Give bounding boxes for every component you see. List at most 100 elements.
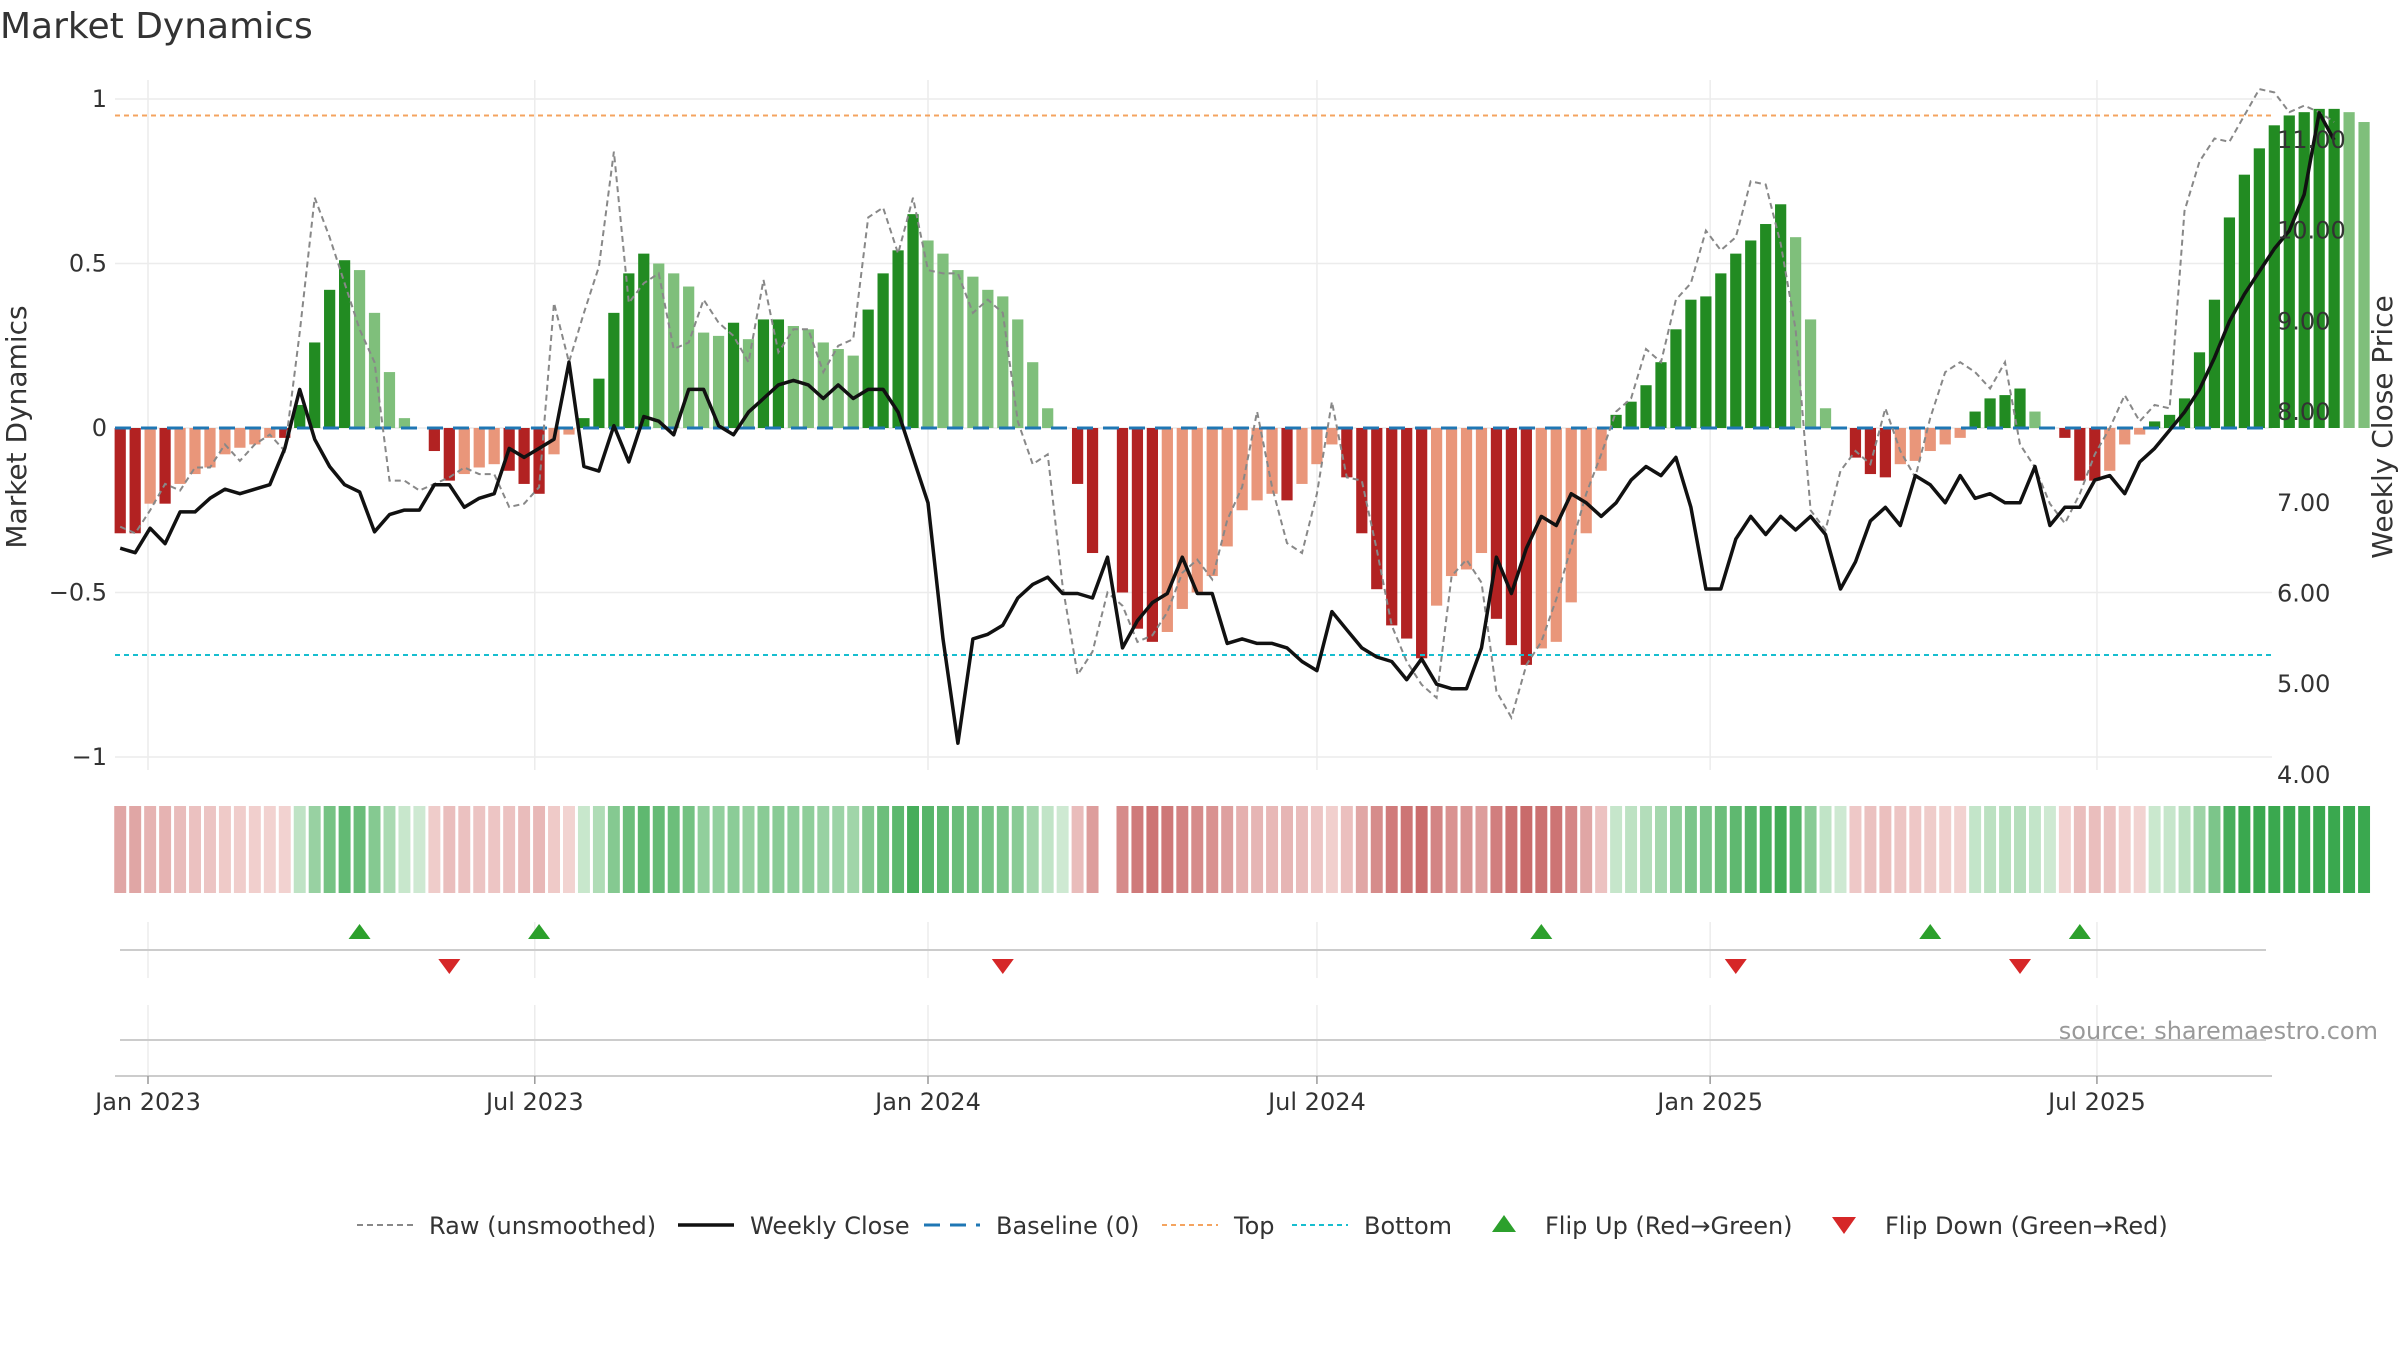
bar xyxy=(2014,388,2026,428)
bar xyxy=(1386,428,1398,626)
raw-line-layer xyxy=(119,87,2335,721)
strip-cell xyxy=(1849,806,1862,893)
strip-cell xyxy=(1131,806,1144,893)
y2-tick-label: 8.00 xyxy=(2277,398,2330,426)
bar xyxy=(1715,273,1727,428)
y-tick-label: −1 xyxy=(72,743,107,771)
bar xyxy=(1640,385,1652,428)
bar xyxy=(1236,428,1248,511)
legend-swatch xyxy=(1492,1215,1516,1232)
y-tick-label: −0.5 xyxy=(49,579,107,607)
strip-cell xyxy=(1924,806,1937,893)
bar xyxy=(1116,428,1129,593)
strip-cell xyxy=(1445,806,1458,893)
strip-cell xyxy=(533,806,546,893)
x-axis: Jan 2023 Jul 2023 Jan 2024 Jul 2024 Jan 2025… xyxy=(93,1075,2272,1116)
bar xyxy=(1460,428,1473,570)
strip-cell xyxy=(652,806,665,893)
strip-cell xyxy=(1295,806,1308,893)
strip-cell xyxy=(278,806,291,893)
bar xyxy=(1954,428,1966,438)
bar xyxy=(368,312,381,428)
strip-cell xyxy=(607,806,620,893)
strip-cell xyxy=(1864,806,1877,893)
flip-up-marker xyxy=(1530,924,1553,939)
strip-cell xyxy=(353,806,366,893)
bar xyxy=(1191,428,1203,593)
bar xyxy=(2283,115,2295,428)
strip-cell xyxy=(1789,806,1802,893)
strip-cell xyxy=(1969,806,1982,893)
strip-cell xyxy=(1370,806,1383,893)
bar xyxy=(1894,428,1906,465)
strip-cell xyxy=(637,806,650,893)
strip-cell xyxy=(1954,806,1967,893)
bars-layer xyxy=(114,108,2370,665)
bar xyxy=(1176,428,1188,609)
strip-cell xyxy=(1744,806,1757,893)
strip-cell xyxy=(1161,806,1174,893)
strip-cell xyxy=(1505,806,1518,893)
bar xyxy=(1475,428,1488,554)
strip-cell xyxy=(1430,806,1443,893)
strip-cell xyxy=(1041,806,1054,893)
bar xyxy=(563,428,575,435)
strip-cell xyxy=(2298,806,2311,893)
strip-cell xyxy=(712,806,725,893)
strip-cell xyxy=(428,806,441,893)
strip-cell xyxy=(1669,806,1682,893)
strip-cell xyxy=(772,806,785,893)
strip-cell xyxy=(2328,806,2341,893)
strip-cell xyxy=(577,806,590,893)
strip-cell xyxy=(1071,806,1084,893)
bar xyxy=(1296,428,1308,484)
strip-cell xyxy=(742,806,755,893)
bar xyxy=(1580,428,1592,534)
strip-cell xyxy=(2118,806,2131,893)
bar xyxy=(1939,428,1951,445)
bar xyxy=(2343,112,2355,428)
legend-label: Weekly Close xyxy=(750,1212,910,1240)
strip-cell xyxy=(129,806,142,893)
strip-cell xyxy=(1655,806,1667,893)
strip-cell xyxy=(1625,806,1638,893)
bar xyxy=(1849,428,1862,458)
bar xyxy=(877,273,889,428)
legend-item-close: Weekly Close xyxy=(678,1212,910,1240)
strip-cell xyxy=(1580,806,1593,893)
strip-cell xyxy=(458,806,471,893)
bar xyxy=(1281,428,1293,501)
strip-cell xyxy=(1640,806,1653,893)
x-tick-label: Jul 2024 xyxy=(1266,1088,1366,1116)
legend-label: Top xyxy=(1233,1212,1275,1240)
strip-cell xyxy=(697,806,710,893)
strip-cell xyxy=(159,806,172,893)
legend-item-baseline: Baseline (0) xyxy=(924,1212,1139,1240)
strip-cell xyxy=(892,806,905,893)
bar xyxy=(862,309,874,428)
strip-cell xyxy=(503,806,516,893)
bar xyxy=(1206,428,1218,577)
strip-cell xyxy=(966,806,979,893)
strip-cell xyxy=(1999,806,2012,893)
strip-cell xyxy=(1759,806,1772,893)
bar xyxy=(683,286,695,428)
strip-cell xyxy=(1340,806,1353,893)
bar xyxy=(1266,428,1278,494)
bar xyxy=(1924,428,1936,452)
strip-cell xyxy=(2133,806,2146,893)
bar xyxy=(2268,125,2280,428)
flip-down-marker xyxy=(438,959,461,974)
bar xyxy=(832,349,844,428)
strip-cell xyxy=(1266,806,1279,893)
strip-cell xyxy=(323,806,336,893)
bar xyxy=(712,335,725,428)
bar xyxy=(189,428,201,475)
strip-cell xyxy=(2043,806,2056,893)
strip-cell xyxy=(548,806,561,893)
strip-cell xyxy=(1684,806,1697,893)
bar xyxy=(1356,428,1368,534)
flip-down-marker xyxy=(1724,959,1747,974)
strip-cell xyxy=(443,806,456,893)
